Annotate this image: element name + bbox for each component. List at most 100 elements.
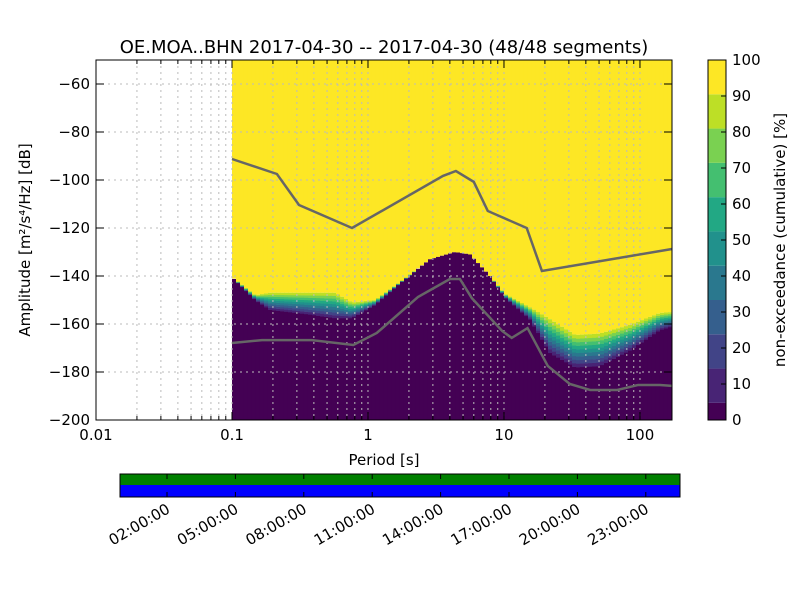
heatmap-cell bbox=[547, 330, 553, 335]
heatmap-cell bbox=[339, 308, 345, 312]
heatmap-cell bbox=[499, 291, 505, 293]
heatmap-cell bbox=[543, 326, 549, 331]
heatmap-cell bbox=[379, 295, 385, 296]
heatmap-cell bbox=[563, 340, 569, 345]
heatmap-cell bbox=[523, 314, 529, 317]
heatmap-cell bbox=[295, 312, 301, 420]
heatmap-cell bbox=[643, 327, 649, 331]
heatmap-cell bbox=[259, 60, 265, 295]
heatmap-cell bbox=[651, 60, 657, 316]
heatmap-cell bbox=[575, 342, 581, 346]
heatmap-cell bbox=[375, 302, 381, 420]
heatmap-cell bbox=[575, 334, 581, 339]
heatmap-cell bbox=[499, 291, 505, 292]
heatmap-cell bbox=[531, 318, 537, 321]
heatmap-cell bbox=[351, 308, 357, 311]
heatmap-cell bbox=[431, 258, 437, 420]
heatmap-cell bbox=[459, 60, 465, 254]
heatmap-cell bbox=[571, 352, 577, 357]
heatmap-cell bbox=[627, 330, 633, 334]
heatmap-cell bbox=[439, 255, 445, 420]
heatmap-cell bbox=[591, 366, 597, 420]
heatmap-cell bbox=[635, 329, 641, 333]
heatmap-cell bbox=[359, 301, 365, 303]
heatmap-cell bbox=[539, 60, 545, 315]
colorbar-tick-label: 60 bbox=[732, 195, 751, 213]
heatmap-cell bbox=[287, 309, 293, 313]
heatmap-cell bbox=[371, 304, 377, 306]
heatmap-cell bbox=[571, 359, 577, 364]
heatmap-cell bbox=[267, 304, 273, 307]
heatmap-cell bbox=[527, 309, 533, 312]
heatmap-cell bbox=[275, 298, 281, 301]
heatmap-cell bbox=[567, 357, 573, 361]
colorbar-swatch bbox=[708, 128, 726, 163]
heatmap-cell bbox=[663, 326, 669, 329]
heatmap-cell bbox=[511, 60, 517, 299]
heatmap-cell bbox=[351, 316, 357, 420]
heatmap-cell bbox=[283, 296, 289, 300]
heatmap-cell bbox=[271, 304, 277, 307]
heatmap-cell bbox=[247, 291, 253, 293]
heatmap-cell bbox=[359, 308, 365, 311]
heatmap-cell bbox=[639, 337, 645, 341]
heatmap-cell bbox=[355, 307, 361, 310]
y-tick-label: −120 bbox=[49, 219, 90, 237]
heatmap-cell bbox=[451, 252, 457, 420]
heatmap-cell bbox=[311, 307, 317, 311]
heatmap-cell bbox=[279, 311, 285, 420]
heatmap-cell bbox=[391, 288, 397, 420]
heatmap-cell bbox=[619, 60, 625, 328]
heatmap-cell bbox=[275, 310, 281, 420]
heatmap-cell bbox=[571, 345, 577, 350]
heatmap-cell bbox=[559, 334, 565, 339]
heatmap-cell bbox=[575, 338, 581, 343]
heatmap-cell bbox=[295, 299, 301, 303]
heatmap-cell bbox=[355, 304, 361, 307]
heatmap-cell bbox=[243, 289, 249, 290]
heatmap-cell bbox=[615, 340, 621, 345]
heatmap-cell bbox=[351, 60, 357, 303]
heatmap-cell bbox=[667, 313, 673, 316]
heatmap-cell bbox=[631, 60, 637, 324]
colorbar-tick-label: 40 bbox=[732, 267, 751, 285]
heatmap-cell bbox=[639, 320, 645, 323]
heatmap-cell bbox=[375, 300, 381, 302]
heatmap-cell bbox=[279, 60, 285, 293]
heatmap-cell bbox=[455, 60, 461, 253]
heatmap-cell bbox=[595, 344, 601, 349]
heatmap-cell bbox=[287, 294, 293, 298]
heatmap-cell bbox=[315, 292, 321, 296]
heatmap-cell bbox=[411, 272, 417, 420]
heatmap-cell bbox=[551, 351, 557, 356]
heatmap-cell bbox=[319, 297, 325, 301]
heatmap-cell bbox=[647, 334, 653, 338]
heatmap-cell bbox=[507, 298, 513, 300]
heatmap-cell bbox=[511, 303, 517, 305]
heatmap-cell bbox=[307, 314, 313, 420]
heatmap-cell bbox=[579, 345, 585, 350]
heatmap-cell bbox=[635, 344, 641, 420]
heatmap-cell bbox=[499, 60, 505, 291]
heatmap-cell bbox=[243, 288, 249, 289]
heatmap-cell bbox=[515, 300, 521, 303]
heatmap-cell bbox=[383, 293, 389, 294]
heatmap-cell bbox=[663, 60, 669, 313]
heatmap-cell bbox=[655, 325, 661, 328]
heatmap-cell bbox=[355, 301, 361, 304]
heatmap-cell bbox=[307, 292, 313, 296]
heatmap-cell bbox=[515, 305, 521, 307]
heatmap-cell bbox=[467, 60, 473, 255]
heatmap-cell bbox=[555, 324, 561, 329]
heatmap-cell bbox=[655, 319, 661, 322]
heatmap-cell bbox=[255, 296, 261, 298]
heatmap-cell bbox=[623, 334, 629, 339]
heatmap-cell bbox=[667, 60, 673, 313]
colorbar-swatch bbox=[708, 402, 726, 420]
heatmap-cell bbox=[291, 292, 297, 296]
heatmap-cell bbox=[659, 320, 665, 323]
heatmap-cell bbox=[251, 295, 257, 297]
heatmap-cell bbox=[535, 325, 541, 329]
heatmap-cell bbox=[331, 298, 337, 302]
heatmap-cell bbox=[515, 303, 521, 305]
